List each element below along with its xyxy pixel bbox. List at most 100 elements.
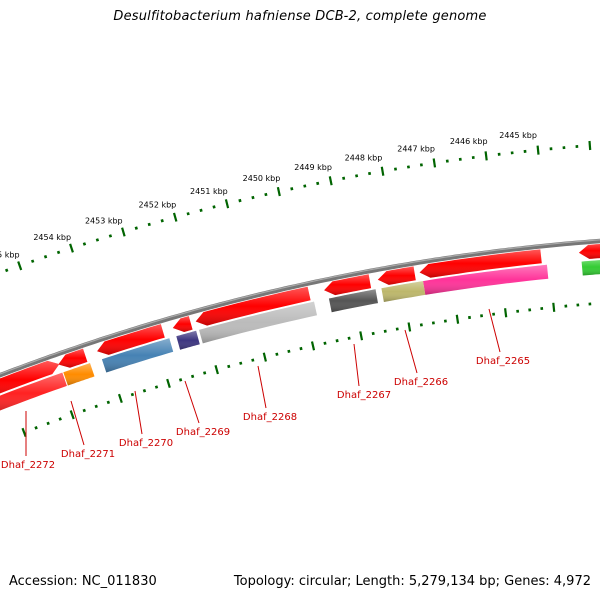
accession-label: Accession: NC_011830 <box>9 574 157 589</box>
scale-label-2454-kbp: 2454 kbp <box>33 233 71 242</box>
block-shade <box>0 360 60 394</box>
scale-tick-major <box>17 261 23 271</box>
block-shade <box>101 338 174 373</box>
gene-label-dhaf-2270: Dhaf_2270 <box>119 438 173 449</box>
scale-tick-minor <box>46 421 50 426</box>
scale-label-2450-kbp: 2450 kbp <box>243 174 281 183</box>
block-shade <box>63 363 95 386</box>
genome-backbone <box>0 238 600 378</box>
block-shade <box>176 330 200 350</box>
scale-labels: 2445 kbp 2446 kbp 2447 kbp 2448 kbp 2449 kbp… <box>0 131 537 260</box>
block-shade <box>0 372 67 411</box>
scale-tick-minor <box>287 349 291 353</box>
scale-tick-minor <box>56 250 61 255</box>
scale-tick-minor <box>130 392 135 397</box>
scale-tick-major <box>407 322 412 332</box>
scale-tick-minor <box>371 331 375 336</box>
scale-tick-minor <box>323 341 327 345</box>
cds-arrow <box>0 360 60 394</box>
backbone-highlight <box>0 239 600 375</box>
cds-track <box>0 244 600 394</box>
scale-tick-major <box>552 302 556 312</box>
scale-tick-minor <box>368 171 372 176</box>
cds-arrow <box>195 286 311 326</box>
scale-label-2449-kbp: 2449 kbp <box>294 163 332 172</box>
scale-tick-minor <box>43 254 48 259</box>
scale-tick-minor <box>290 187 294 191</box>
gene-label-dhaf-2265: Dhaf_2265 <box>476 356 530 367</box>
scale-label-2447-kbp: 2447 kbp <box>397 145 435 154</box>
scale-label-2446-kbp: 2446 kbp <box>450 137 488 146</box>
outer-scale-dots <box>4 140 592 273</box>
scale-label-2451-kbp: 2451 kbp <box>190 187 228 196</box>
block-shade <box>58 348 88 368</box>
backbone-line <box>0 238 600 378</box>
scale-label-2453-kbp: 2453 kbp <box>85 216 123 225</box>
scale-tick-major <box>588 140 592 151</box>
leader-line-dhaf-2265 <box>488 308 501 353</box>
scale-tick-major <box>504 308 508 318</box>
scale-tick-major <box>310 341 316 351</box>
scale-tick-major <box>328 176 333 186</box>
scale-tick-minor <box>142 388 147 393</box>
scale-tick-minor <box>264 192 268 197</box>
scale-tick-minor <box>227 364 231 369</box>
gene-track <box>0 260 600 411</box>
scale-tick-major <box>276 186 281 197</box>
block-shade <box>199 301 317 344</box>
scale-tick-minor <box>154 385 159 389</box>
cds-arrow <box>324 274 372 296</box>
scale-label-2452-kbp: 2452 kbp <box>139 201 177 210</box>
scale-tick-minor <box>178 378 183 382</box>
leader-line-dhaf-2269 <box>184 380 200 424</box>
gene-block-partial <box>581 260 600 276</box>
gene-label-dhaf-2269: Dhaf_2269 <box>176 427 230 438</box>
block-shade <box>97 324 165 355</box>
cds-arrow-partial <box>578 244 600 259</box>
leader-line-dhaf-2267 <box>353 343 360 387</box>
scale-tick-minor <box>4 268 9 273</box>
scale-tick-minor <box>316 181 320 186</box>
scale-tick-minor <box>275 352 279 356</box>
scale-tick-minor <box>190 374 195 379</box>
block-shade <box>172 316 193 332</box>
scale-tick-major <box>69 243 74 253</box>
scale-tick-minor <box>251 195 255 200</box>
block-shade <box>423 264 549 295</box>
scale-tick-minor <box>419 323 423 327</box>
gene-label-dhaf-2266: Dhaf_2266 <box>394 377 448 388</box>
topology-label: Topology: circular; Length: 5,279,134 bp… <box>233 574 591 589</box>
leader-line-dhaf-2271 <box>70 400 85 446</box>
cds-arrow <box>58 348 88 368</box>
gene-block-dhaf-2265 <box>423 264 549 295</box>
scale-tick-major <box>214 365 219 375</box>
scale-tick-major <box>455 314 460 324</box>
gene-label-dhaf-2268: Dhaf_2268 <box>243 412 297 423</box>
gene-label-dhaf-2267: Dhaf_2267 <box>337 390 391 401</box>
gene-block-dhaf-2272 <box>0 372 67 411</box>
block-shade <box>581 260 600 276</box>
scale-tick-minor <box>95 238 100 242</box>
scale-tick-major <box>432 158 437 168</box>
figure-title: Desulfitobacterium hafniense DCB-2, comp… <box>113 9 487 24</box>
gene-block-dhaf-2268 <box>199 301 317 344</box>
scale-tick-major <box>166 378 171 389</box>
scale-tick-minor <box>58 417 62 421</box>
gene-label-dhaf-2272: Dhaf_2272 <box>1 460 55 471</box>
scale-label-2445-kbp: 2445 kbp <box>499 131 537 140</box>
scale-tick-minor <box>347 336 351 340</box>
scale-tick-minor <box>34 426 38 430</box>
inner-scale-dots <box>21 302 592 437</box>
scale-tick-major <box>121 227 126 237</box>
gene-block-dhaf-2267 <box>328 289 378 313</box>
scale-tick-minor <box>303 184 307 188</box>
scale-tick-minor <box>383 329 387 333</box>
leader-line-dhaf-2270 <box>134 390 143 435</box>
scale-tick-major <box>359 331 364 341</box>
scale-tick-minor <box>203 371 207 375</box>
scale-tick-minor <box>251 358 255 362</box>
block-shade <box>324 274 372 296</box>
scale-tick-minor <box>160 219 164 223</box>
scale-label-2455-kbp: 2455 kbp <box>0 251 20 260</box>
